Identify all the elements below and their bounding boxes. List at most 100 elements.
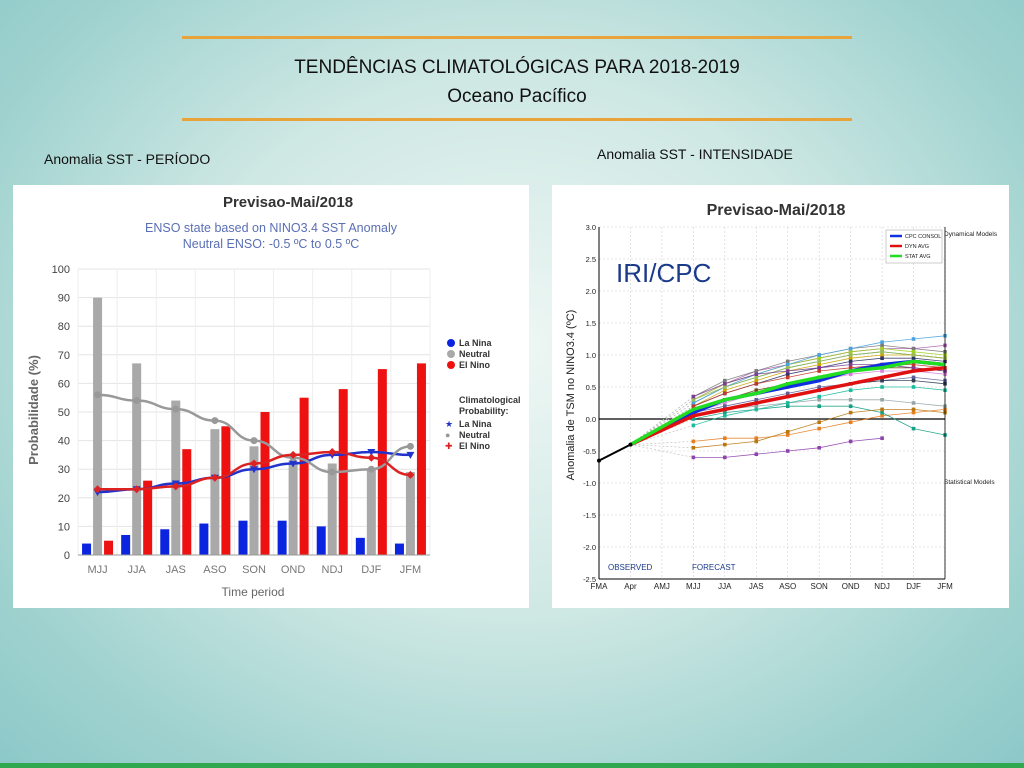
y-tick-label: 30 — [58, 464, 70, 476]
climatology-point-el-nino — [406, 470, 415, 479]
model-point — [723, 414, 727, 418]
x-tick-label: NDJ — [874, 582, 890, 591]
x-tick-label: SON — [242, 564, 266, 576]
legend-swatch — [447, 339, 455, 347]
model-point — [848, 404, 853, 408]
y-tick-label: 2.0 — [586, 287, 596, 296]
bar-neutral — [288, 460, 298, 555]
climatology-point-neutral — [94, 391, 102, 399]
legend-swatch: ● — [445, 430, 450, 440]
x-tick-label: MJJ — [686, 582, 701, 591]
model-point — [691, 417, 696, 421]
bar-la-nina — [199, 523, 209, 555]
bar-la-nina — [82, 543, 92, 555]
y-tick-label: 90 — [58, 293, 70, 305]
x-tick-label: ASO — [779, 582, 796, 591]
x-tick-label: JJA — [127, 564, 146, 576]
series-line-dyn-avg — [629, 366, 946, 447]
bar-la-nina — [238, 520, 248, 555]
chart-subtitle: ENSO state based on NINO3.4 SST Anomaly — [145, 221, 398, 235]
model-point — [723, 388, 727, 392]
model-connector — [630, 396, 694, 445]
model-point — [785, 449, 790, 453]
bar-el-nino — [299, 397, 309, 555]
y-tick-label: 40 — [58, 436, 70, 448]
y-tick-label: 80 — [58, 321, 70, 333]
model-point — [848, 353, 853, 357]
bar-la-nina — [160, 529, 170, 555]
x-tick-label: Apr — [624, 582, 637, 591]
climatology-point-el-nino — [132, 485, 141, 494]
climatology-point-el-nino — [171, 482, 180, 491]
model-point — [785, 372, 790, 376]
model-point — [785, 404, 790, 408]
bar-neutral — [171, 400, 181, 555]
legend-title: Climatological — [459, 395, 521, 405]
model-point — [911, 356, 916, 360]
model-point — [785, 369, 790, 373]
model-point — [785, 375, 790, 380]
y-tick-label: 1.0 — [586, 351, 596, 360]
model-point — [723, 404, 727, 408]
model-point — [785, 366, 790, 370]
model-point — [880, 385, 884, 389]
y-tick-label: 20 — [58, 493, 70, 505]
model-point — [817, 359, 821, 364]
climatology-point-neutral — [328, 468, 336, 476]
model-point — [911, 385, 916, 389]
model-point — [691, 404, 696, 408]
plume-chart: Previsao-Mai/2018 IRI/CPC 3.0 2.5 2.0 1.5 1.… — [565, 202, 998, 591]
model-point — [911, 353, 916, 357]
x-axis-label: Time period — [222, 585, 285, 599]
bar-la-nina — [277, 520, 287, 555]
y-tick-label: 50 — [58, 407, 70, 419]
legend-label: El Nino — [459, 360, 491, 370]
title-top-rule — [182, 36, 852, 39]
legend-label: Neutral — [459, 349, 490, 359]
footer-accent-bar — [0, 763, 1024, 768]
model-point — [691, 446, 696, 450]
climatology-point-el-nino — [367, 453, 376, 462]
slide-subtitle: Oceano Pacífico — [447, 86, 587, 107]
model-point — [817, 366, 821, 370]
legend-header: Statistical Models — [944, 479, 995, 486]
observed-point — [597, 458, 601, 463]
y-tick-label: 100 — [52, 264, 70, 276]
x-tick-label: DJF — [361, 564, 381, 576]
model-point — [691, 423, 696, 428]
x-tick-label: JFM — [937, 582, 953, 591]
model-point — [848, 356, 853, 360]
bar-el-nino — [260, 412, 270, 555]
legend-header: Dynamical Models — [944, 231, 998, 238]
forecast-label: FORECAST — [692, 563, 736, 572]
model-point — [723, 442, 727, 447]
climatology-point-neutral — [172, 405, 180, 413]
model-point — [848, 359, 853, 364]
model-connector — [630, 444, 694, 458]
model-point — [817, 404, 821, 408]
model-point — [723, 385, 727, 389]
model-point — [817, 362, 821, 367]
chart-subtitle-2: Neutral ENSO: -0.5 ºC to 0.5 ºC — [183, 237, 360, 251]
series-line-stat-avg — [629, 359, 946, 447]
model-point — [848, 410, 853, 415]
model-point — [691, 394, 696, 399]
model-point — [785, 362, 790, 367]
observed-line — [598, 443, 631, 462]
x-tick-label: AMJ — [654, 582, 670, 591]
model-point — [848, 372, 853, 376]
model-point — [880, 343, 884, 348]
model-point — [754, 382, 759, 386]
y-tick-label: -1.0 — [583, 479, 596, 488]
climatology-point-neutral — [406, 442, 414, 450]
climatology-point-el-nino — [328, 448, 337, 457]
model-point — [817, 353, 821, 357]
model-point — [723, 455, 727, 460]
model-connector — [630, 444, 694, 449]
climatology-point-la-nina — [406, 451, 415, 459]
plume-chart-panel: Previsao-Mai/2018 IRI/CPC 3.0 2.5 2.0 1.5 1.… — [552, 185, 1009, 608]
climatology-point-neutral — [250, 437, 258, 445]
model-point — [911, 378, 916, 383]
x-tick-label: MJJ — [87, 564, 107, 576]
bar-neutral — [93, 297, 103, 555]
